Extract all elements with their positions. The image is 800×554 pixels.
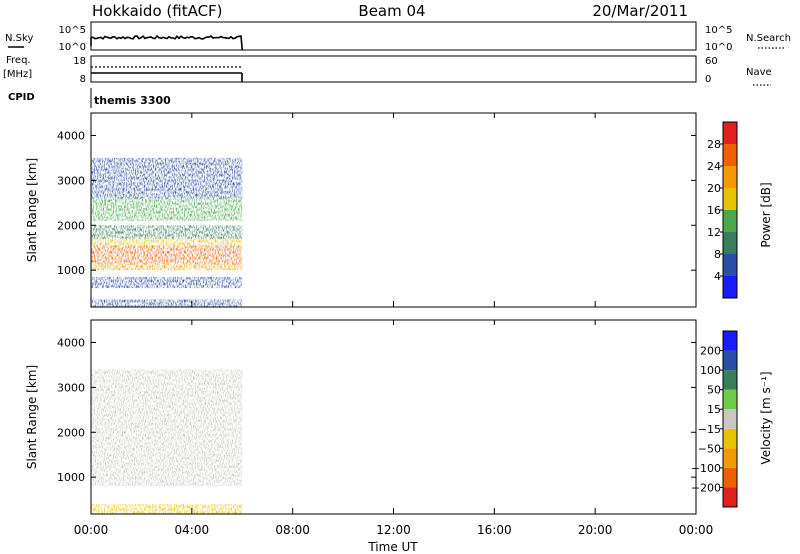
date-title: 20/Mar/2011 [592,2,688,20]
velocity-colorbar-swatch-8 [723,331,737,351]
velocity-colorbar-swatch-4 [723,409,737,429]
velocity-colorbar: 200 100 50 15 −15 −50 −100 −200 [691,330,738,508]
velocity-colorbar-swatch-2 [723,448,737,468]
power-colorbar-tick-label-4: 12 [707,226,721,239]
velocity-colorbar-label: Velocity [m s⁻¹] [759,371,773,464]
x-tick-label-3: 12:00 [376,523,411,537]
power-band-3 [91,245,243,264]
power-band-4 [91,238,243,246]
power-band-5 [91,225,243,239]
power-ytick-label-3: 1000 [57,264,85,277]
power-band-6 [91,198,243,221]
power-heatmap [91,157,243,307]
power-colorbar-tick-label-2: 20 [707,182,721,195]
power-band-7 [91,157,243,199]
power-colorbar-label: Power [dB] [759,182,773,247]
freq-label: Freq. [6,55,31,66]
velocity-heatmap [91,369,243,514]
noise-trace [90,34,244,51]
x-tick-label-0: 00:00 [74,523,109,537]
frequency-panel: Freq. [MHz] 18 8 60 0 Nave [3,55,772,86]
x-axis-label: Time UT [367,540,418,554]
power-colorbar-swatch-4 [723,188,737,210]
power-colorbar-swatch-5 [723,166,737,188]
power-colorbar: 28 24 20 16 12 8 4 [707,121,738,299]
velocity-ytick-label-3: 1000 [57,471,85,484]
x-tick-label-4: 16:00 [477,523,512,537]
power-colorbar-swatch-0 [723,276,737,298]
noise-left-tick-bottom: 10^0 [59,42,86,53]
velocity-colorbar-tick-label-3: 15 [707,403,721,416]
power-y-axis: 4000 3000 2000 1000 [57,129,696,277]
velocity-colorbar-swatch-5 [723,389,737,410]
power-ylabel: Slant Range [km] [25,158,39,262]
velocity-colorbar-swatch-1 [723,467,737,488]
noise-left-label: N.Sky [5,33,33,44]
power-colorbar-tick-label-3: 16 [707,204,721,217]
power-colorbar-swatch-7 [723,122,737,144]
cpid-panel: CPID themis 3300 [8,88,171,108]
time-axis: 00:00 04:00 08:00 12:00 16:00 20:00 00:00 [74,113,714,537]
power-colorbar-swatch-2 [723,232,737,254]
velocity-ylabel: Slant Range [km] [25,365,39,469]
power-colorbar-swatch-1 [723,254,737,276]
power-ytick-label-1: 3000 [57,174,85,187]
velocity-band-2 [91,369,243,406]
velocity-colorbar-tick-label-7: −200 [691,481,721,494]
velocity-colorbar-tick-label-0: 200 [700,345,721,358]
noise-right-tick-bottom: 10^0 [705,42,732,53]
velocity-colorbar-tick-label-2: 50 [707,384,721,397]
x-tick-label-6: 00:00 [679,523,714,537]
beam-title: Beam 04 [358,2,425,20]
velocity-colorbar-swatch-6 [723,370,737,390]
velocity-colorbar-tick-label-6: −100 [691,462,721,475]
power-band-1 [91,276,243,289]
velocity-colorbar-swatch-7 [723,350,737,371]
velocity-ytick-label-1: 3000 [57,381,85,394]
power-colorbar-tick-label-0: 28 [707,138,721,151]
velocity-colorbar-frame [722,330,738,508]
station-title: Hokkaido (fitACF) [92,2,223,20]
power-colorbar-swatch-3 [723,210,737,232]
noise-right-tick-top: 10^5 [705,25,732,36]
velocity-band-0 [91,504,243,514]
power-panel: 4000 3000 2000 1000 Slant Range [km] [25,112,697,308]
cpid-text: themis 3300 [94,94,171,107]
x-tick-label-1: 04:00 [175,523,210,537]
velocity-colorbar-swatch-3 [723,428,737,449]
cpid-label: CPID [8,92,35,103]
velocity-ytick-label-2: 2000 [57,426,85,439]
power-colorbar-swatch-6 [723,144,737,166]
freq-tick-top: 18 [73,56,86,67]
noise-right-label: N.Search [746,33,791,44]
power-colorbar-tick-label-5: 8 [714,248,721,261]
noise-left-tick-top: 10^5 [59,25,86,36]
power-colorbar-tick-label-1: 24 [707,160,721,173]
x-tick-label-2: 08:00 [275,523,310,537]
power-ytick-label-2: 2000 [57,219,85,232]
velocity-colorbar-tick-label-5: −50 [698,442,721,455]
velocity-ytick-label-0: 4000 [57,336,85,349]
velocity-colorbar-tick-label-1: 100 [700,364,721,377]
velocity-colorbar-tick-label-4: −15 [698,423,721,436]
nave-label: Nave [746,67,772,78]
power-ytick-label-0: 4000 [57,129,85,142]
freq-unit-label: [MHz] [3,69,32,80]
velocity-band-1 [91,405,243,487]
x-tick-label-5: 20:00 [578,523,613,537]
freq-tick-bottom: 8 [80,74,86,85]
nave-tick-bottom: 0 [705,74,711,85]
power-band-0 [91,299,243,307]
velocity-y-axis: 4000 3000 2000 1000 [57,336,696,484]
velocity-panel: 4000 3000 2000 1000 Slant Range [km] [25,319,697,515]
velocity-colorbar-swatch-0 [723,487,737,507]
power-colorbar-tick-label-6: 4 [714,270,721,283]
noise-panel: N.Sky 10^5 10^0 10^5 10^0 N.Search [5,21,791,53]
power-band-2 [91,263,243,271]
nave-tick-top: 60 [705,56,718,67]
